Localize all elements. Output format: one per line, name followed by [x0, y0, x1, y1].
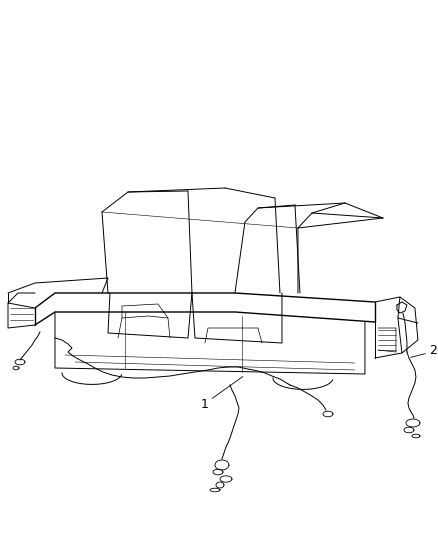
Text: 2: 2: [429, 344, 437, 358]
Text: 1: 1: [201, 399, 209, 411]
